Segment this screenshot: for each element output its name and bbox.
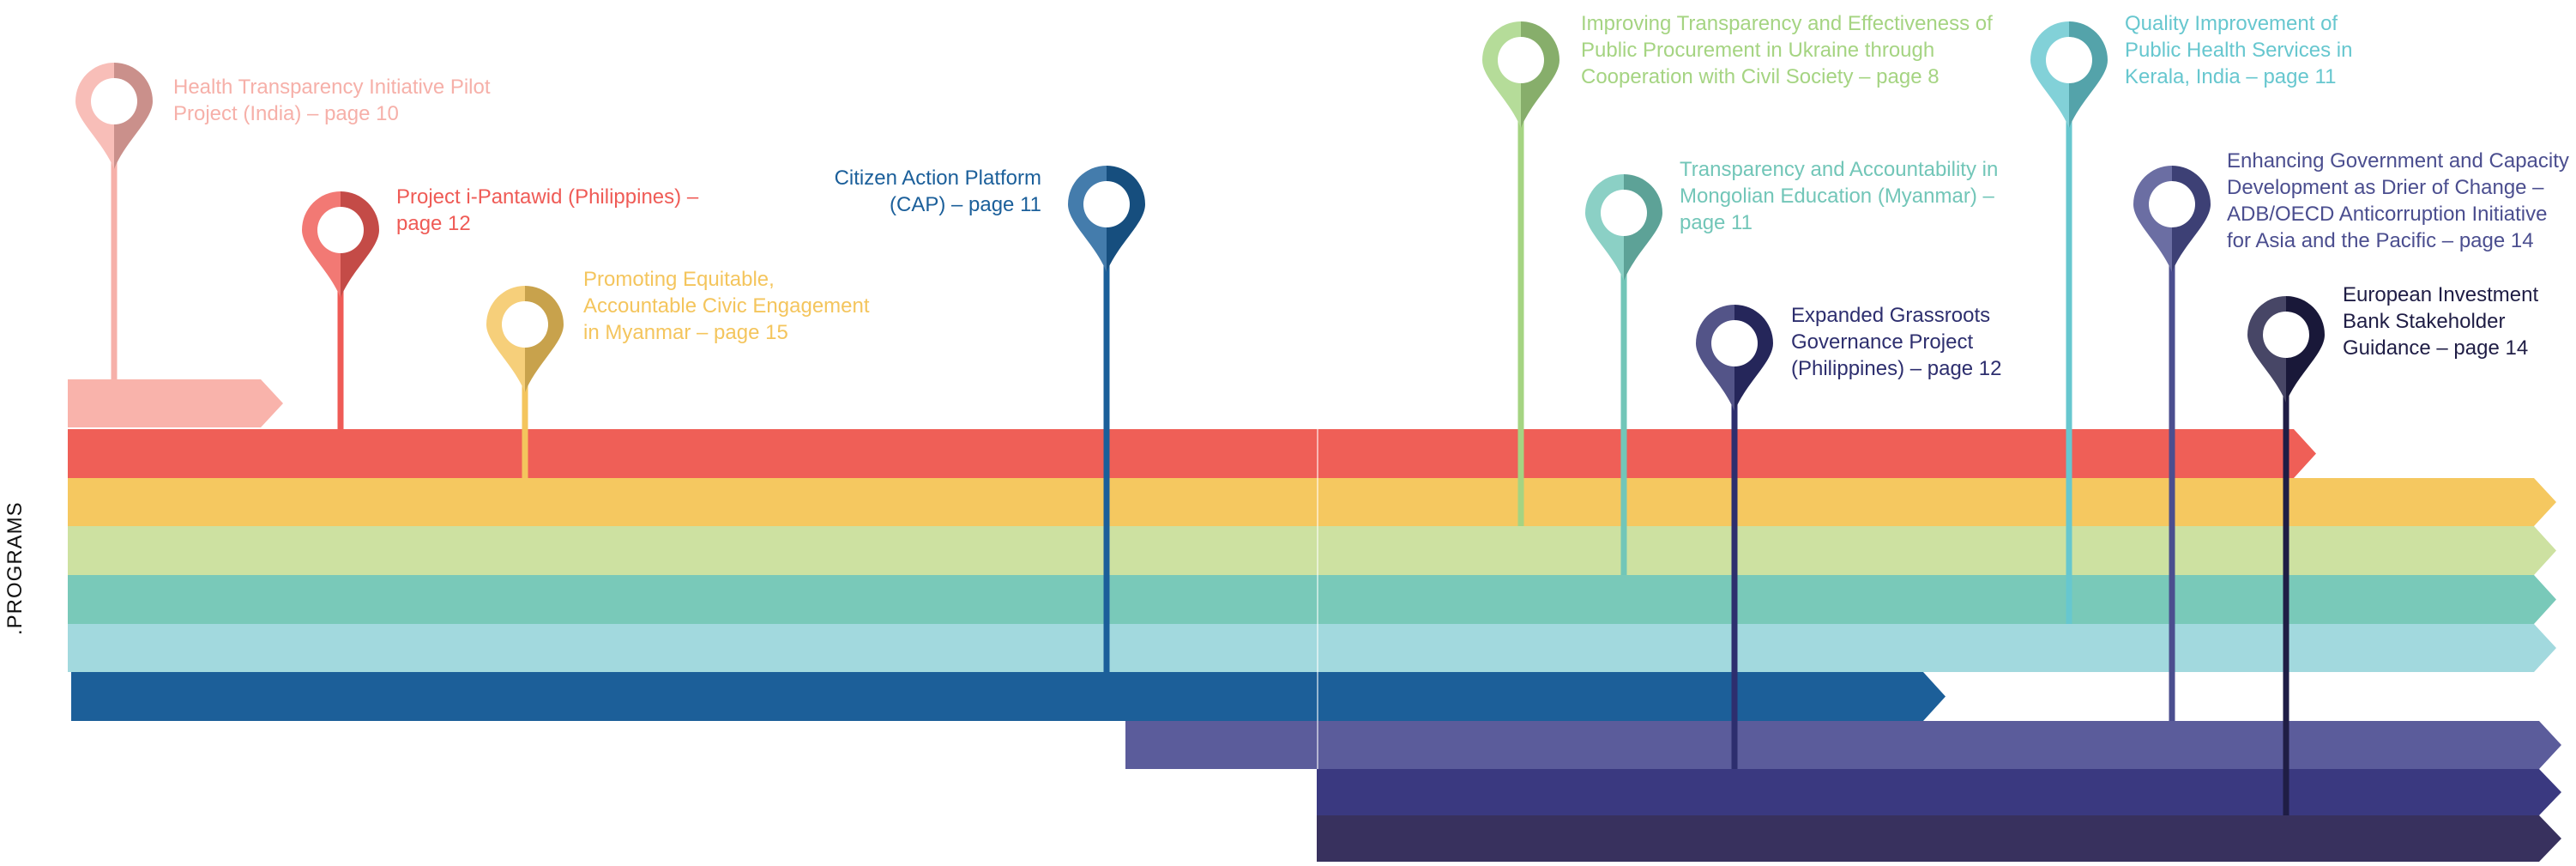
pin-hole-promoting-equitable-civic-engagement bbox=[502, 301, 548, 348]
pin-hole-transparency-ukraine-procurement bbox=[1498, 37, 1544, 83]
label-promoting-equitable-civic-engagement: Promoting Equitable, Accountable Civic E… bbox=[583, 268, 870, 344]
band-eib bbox=[1317, 815, 2561, 862]
band-health-transparency bbox=[68, 379, 283, 427]
band-grassroots bbox=[1317, 769, 2561, 815]
band-adb-oecd bbox=[1125, 721, 2561, 769]
label-european-investment-bank: European Investment Bank Stakeholder Gui… bbox=[2343, 283, 2539, 360]
pin-hole-health-transparency-initiative bbox=[91, 78, 137, 124]
pin-hole-project-i-pantawid bbox=[317, 207, 364, 253]
label-transparency-mongolian-education: Transparency and Accountability in Mongo… bbox=[1680, 158, 1999, 234]
label-health-transparency-initiative: Health Transparency Initiative Pilot Pro… bbox=[173, 76, 491, 125]
label-enhancing-government-capacity: Enhancing Government and Capacity Develo… bbox=[2227, 149, 2569, 252]
band-kerala-health bbox=[68, 624, 2556, 672]
band-citizen-action bbox=[71, 672, 1946, 721]
band-ukraine-procurement bbox=[68, 526, 2556, 575]
pin-hole-european-investment-bank bbox=[2263, 312, 2309, 358]
label-expanded-grassroots-governance: Expanded Grassroots Governance Project (… bbox=[1791, 304, 2002, 380]
pin-hole-transparency-mongolian-education bbox=[1601, 190, 1647, 236]
band-i-pantawid bbox=[68, 429, 2316, 478]
programs-axis-label: .PROGRAMS bbox=[3, 501, 27, 635]
pin-hole-expanded-grassroots-governance bbox=[1711, 320, 1758, 366]
pin-hole-citizen-action-platform bbox=[1083, 181, 1130, 227]
pin-hole-quality-improvement-kerala bbox=[2046, 37, 2092, 83]
label-citizen-action-platform: Citizen Action Platform (CAP) – page 11 bbox=[834, 167, 1041, 216]
band-mongolian-education bbox=[68, 575, 2556, 624]
label-project-i-pantawid: Project i-Pantawid (Philippines) – page … bbox=[396, 185, 699, 235]
label-quality-improvement-kerala: Quality Improvement of Public Health Ser… bbox=[2125, 12, 2353, 88]
pin-hole-enhancing-government-capacity bbox=[2149, 181, 2195, 227]
label-transparency-ukraine-procurement: Improving Transparency and Effectiveness… bbox=[1581, 12, 1993, 88]
band-myanmar-civic bbox=[68, 478, 2556, 526]
